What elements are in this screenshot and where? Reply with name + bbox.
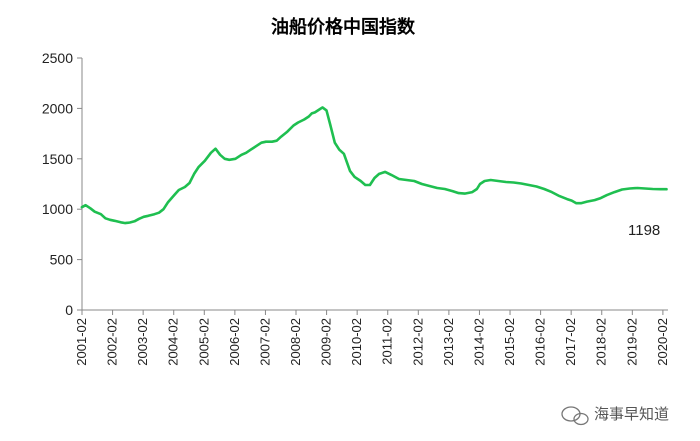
x-tick-label: 2008-02 [288,318,303,366]
x-tick-label: 2019-02 [624,318,639,366]
x-tick-label: 2014-02 [471,318,486,366]
x-tick-label: 2004-02 [166,318,181,366]
series-group [80,106,668,225]
watermark-text: 海事早知道 [594,405,669,423]
y-tick-label: 500 [50,252,74,268]
x-tick-label: 2020-02 [655,318,670,366]
x-tick-label: 2009-02 [319,318,334,366]
x-axis-ticks: 2001-02 2002-02 2003-02 2004-02 2005-02 2006-… [74,310,670,366]
y-tick-label: 0 [65,302,73,318]
x-tick-label: 2011-02 [380,318,395,365]
x-tick-label: 2005-02 [196,318,211,366]
x-tick-label: 2007-02 [257,318,272,366]
x-tick-label: 2003-02 [135,318,150,366]
x-tick-label: 2016-02 [533,318,548,366]
x-tick-label: 2017-02 [563,318,578,366]
watermark: 海事早知道 [561,405,669,426]
chart-title: 油船价格中国指数 [271,16,416,38]
x-tick-label: 2006-02 [227,318,242,366]
y-tick-label: 1000 [42,201,73,217]
y-tick-label: 1500 [42,151,73,167]
x-tick-label: 2012-02 [410,318,425,366]
x-tick-label: 2013-02 [441,318,456,366]
x-tick-label: 2010-02 [349,318,364,366]
y-tick-label: 2000 [42,100,73,116]
latest-value-label: 1198 [628,222,660,239]
x-tick-label: 2018-02 [594,318,609,366]
x-tick-label: 2015-02 [502,318,517,366]
wechat-icon [561,406,589,426]
x-tick-label: 2002-02 [105,318,120,366]
x-tick-label: 2001-02 [74,318,89,366]
axes [81,58,668,311]
y-tick-label: 2500 [42,50,73,66]
series-line-0 [80,106,668,225]
y-axis-ticks: 0 500 1000 1500 2000 2500 [42,50,82,318]
